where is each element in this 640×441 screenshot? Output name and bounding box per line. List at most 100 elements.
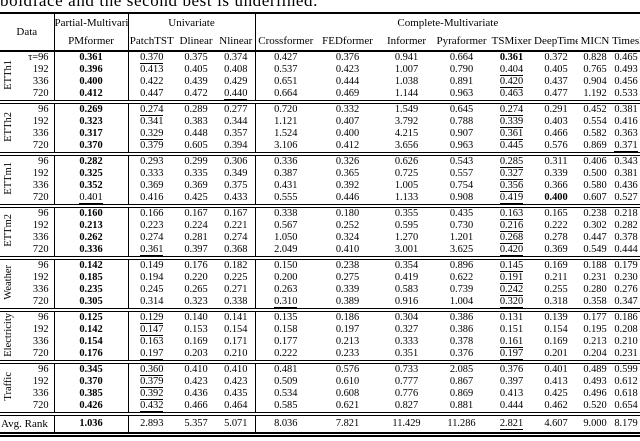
metric-cell: 0.462	[534, 400, 578, 414]
avg-rank-label: Avg. Rank	[0, 414, 55, 435]
metric-value: 0.222	[544, 220, 568, 231]
metric-cell: 0.437	[534, 76, 578, 88]
metric-cell: 0.477	[534, 88, 578, 102]
metric-value: 0.444	[614, 244, 638, 255]
metric-cell: 0.171	[217, 336, 256, 348]
metric-cell: 0.213	[316, 336, 379, 348]
table-row: 192 0.185 0.194 0.220 0.225 0.200 0.275 0.419 0.…	[0, 272, 640, 284]
metric-value: 0.349	[224, 168, 248, 179]
metric-cell: 0.447	[578, 232, 612, 244]
metric-cell: 0.509	[255, 376, 316, 388]
metric-cell: 0.431	[255, 180, 316, 192]
metric-value: 0.356	[499, 180, 524, 192]
metric-cell: 0.375	[175, 51, 217, 64]
metric-value: 0.233	[335, 348, 360, 359]
metric-value: 0.595	[394, 220, 419, 231]
metric-cell: 1.524	[255, 128, 316, 140]
table-row: ETTm1 96 0.282 0.293 0.299 0.306 0.336 0.326 0.6…	[0, 154, 640, 195]
metric-value: 0.194	[140, 272, 164, 283]
horizon-cell: 192	[17, 324, 55, 336]
metric-cell: 0.347	[612, 296, 640, 310]
metric-cell: 0.329	[128, 128, 175, 140]
metric-cell: 0.349	[217, 168, 256, 180]
metric-value: 0.496	[583, 388, 607, 399]
metric-value: 0.567	[274, 220, 298, 231]
metric-cell: 0.605	[175, 140, 217, 154]
metric-cell: 0.379	[128, 376, 175, 388]
metric-value: 2.821	[499, 418, 524, 430]
metric-value: 0.285	[499, 156, 524, 168]
metric-cell: 0.326	[316, 154, 379, 168]
metric-cell: 0.423	[175, 376, 217, 388]
metric-cell: 0.263	[255, 284, 316, 296]
metric-cell: 0.869	[578, 140, 612, 154]
metric-value: 0.908	[449, 192, 474, 203]
metric-cell: 9.000	[578, 414, 612, 435]
col-header-dlinear: Dlinear	[179, 34, 213, 47]
metric-value: 0.274	[224, 232, 248, 243]
metric-value: 0.447	[583, 232, 607, 243]
metric-value: 0.605	[184, 140, 208, 151]
metric-value: 0.357	[224, 128, 248, 139]
table-row: 192 0.213 0.223 0.224 0.221 0.567 0.252 0.595 0.…	[0, 220, 640, 232]
metric-cell: 0.333	[379, 336, 434, 348]
metric-value: 0.141	[224, 312, 248, 323]
metric-value: 0.730	[449, 220, 474, 231]
metric-cell: 0.176	[175, 258, 217, 272]
metric-value: 0.304	[394, 312, 419, 323]
metric-value: 0.262	[79, 232, 103, 243]
metric-cell: 0.621	[316, 400, 379, 414]
metric-value: 0.269	[79, 104, 103, 115]
metric-value: 0.263	[274, 284, 298, 295]
metric-value: 0.265	[184, 284, 208, 295]
group-header-complete-multivariate: Complete-Multivariate	[397, 16, 499, 29]
metric-cell: 0.186	[316, 310, 379, 324]
col-header-pyraformer: Pyraformer	[436, 34, 487, 47]
metric-cell: 0.607	[578, 192, 612, 206]
metric-value: 0.376	[335, 52, 360, 63]
metric-value: 0.533	[614, 88, 638, 99]
metric-cell: 0.195	[578, 324, 612, 336]
metric-value: 3.656	[394, 140, 419, 151]
metric-cell: 0.151	[489, 324, 534, 336]
metric-value: 0.151	[499, 324, 524, 335]
dataset-block-ettm1: ETTm1 96 0.282 0.293 0.299 0.306 0.336 0.326 0.6…	[0, 154, 640, 206]
metric-value: 1.549	[394, 104, 419, 115]
metric-value: 2.049	[274, 244, 298, 255]
col-header-timesnet: TimesNet	[612, 34, 640, 47]
metric-value: 0.352	[79, 180, 103, 191]
metric-value: 0.622	[449, 272, 474, 283]
metric-value: 0.378	[614, 232, 638, 243]
metric-cell: 1.004	[434, 296, 489, 310]
metric-value: 0.129	[140, 312, 164, 324]
dataset-block-electricity: Electricity 96 0.125 0.129 0.140 0.141 0.135 0.…	[0, 310, 640, 362]
metric-cell: 0.163	[128, 336, 175, 348]
metric-value: 0.235	[79, 284, 103, 295]
metric-value: 0.238	[583, 208, 607, 219]
metric-cell: 0.436	[175, 388, 217, 400]
metric-value: 0.213	[79, 220, 103, 231]
dataset-label: Electricity	[3, 312, 14, 357]
col-header-crossformer: Crossformer	[258, 34, 314, 47]
metric-value: 7.821	[335, 418, 360, 429]
metric-value: 0.341	[140, 116, 164, 127]
metric-cell: 0.318	[534, 296, 578, 310]
metric-value: 0.406	[583, 156, 607, 167]
metric-value: 0.213	[583, 336, 607, 347]
metric-cell: 0.908	[434, 192, 489, 206]
metric-value: 0.176	[184, 260, 208, 271]
metric-value: 0.378	[449, 336, 474, 347]
metric-cell: 0.626	[379, 154, 434, 168]
horizon-cell: 720	[17, 192, 55, 206]
metric-value: 0.463	[499, 88, 524, 99]
metric-value: 0.420	[499, 76, 524, 88]
metric-value: 0.365	[335, 168, 360, 179]
metric-cell: 0.282	[612, 220, 640, 232]
metric-cell: 0.413	[128, 64, 175, 76]
dataset-label: Weather	[3, 265, 14, 300]
metric-cell: 0.664	[255, 88, 316, 102]
metric-cell: 0.142	[54, 258, 129, 272]
metric-value: 0.177	[274, 336, 298, 347]
horizon-cell: 192	[17, 220, 55, 232]
metric-value: 0.423	[184, 376, 208, 387]
